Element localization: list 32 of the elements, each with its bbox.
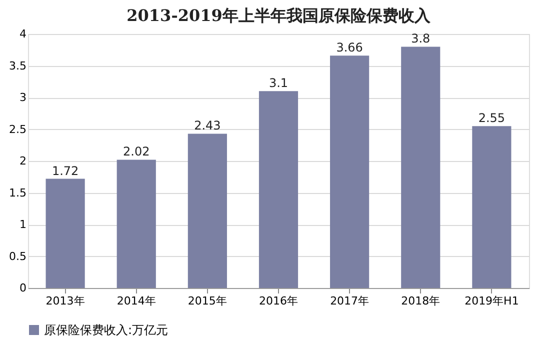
- x-tick-label: 2014年: [116, 294, 156, 308]
- data-label: 1.72: [52, 164, 79, 178]
- data-label: 2.43: [194, 118, 221, 133]
- x-tick-label: 2018年: [401, 294, 440, 308]
- legend-label: 原保险保费收入:万亿元: [44, 323, 168, 337]
- y-tick-label: 2.5: [9, 122, 26, 136]
- y-tick-label: 4: [20, 28, 26, 40]
- x-tick-label: 2016年: [259, 294, 298, 308]
- data-label: 3.66: [336, 40, 363, 55]
- bar: [46, 178, 85, 288]
- y-tick-label: 3: [20, 91, 26, 104]
- y-tick-label: 1: [20, 218, 26, 231]
- data-label: 2.55: [478, 111, 506, 126]
- bar: [116, 160, 156, 288]
- y-tick-label: 3.5: [9, 59, 26, 72]
- bar: [258, 91, 298, 288]
- x-tick-label: 2015年: [188, 294, 227, 308]
- data-label: 3.8: [411, 32, 430, 46]
- bar: [330, 56, 370, 288]
- y-tick-label: 0: [20, 282, 26, 294]
- bar: [401, 46, 440, 288]
- y-tick-label: 0.5: [9, 250, 26, 263]
- y-tick-label: 2: [20, 154, 26, 168]
- x-tick-label: 2013年: [46, 294, 85, 308]
- bar: [188, 134, 227, 288]
- x-tick-label: 2019年H1: [464, 294, 519, 308]
- chart-title: 2013-2019年上半年我国原保险保费收入: [126, 6, 432, 25]
- data-label: 2.02: [123, 144, 150, 159]
- bar: [472, 126, 512, 288]
- y-tick-label: 1.5: [9, 186, 26, 200]
- x-tick-label: 2017年: [330, 294, 370, 308]
- data-label: 3.1: [268, 76, 288, 90]
